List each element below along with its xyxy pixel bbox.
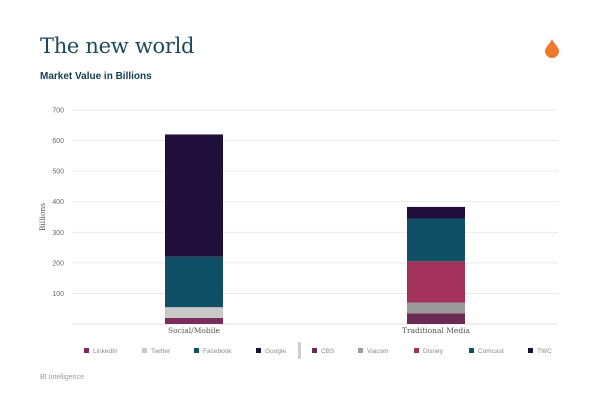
y-tick-label: 100	[52, 291, 64, 298]
bar-segment-disney	[407, 261, 465, 303]
legend-swatch	[142, 348, 147, 353]
legend-swatch	[414, 348, 419, 353]
y-tick-label: 200	[52, 260, 64, 267]
y-tick-label: 600	[52, 138, 64, 145]
bar-segment-cbs	[407, 313, 465, 324]
legend-label: Comcast	[478, 348, 504, 355]
bar-segment-google	[165, 134, 223, 257]
y-tick-label: 300	[52, 230, 64, 237]
y-tick-label: 400	[52, 199, 64, 206]
bar-segment-twitter	[165, 307, 223, 318]
legend-label: Twitter	[151, 348, 171, 355]
bar-segment-linkedin	[165, 317, 223, 324]
legend-swatch	[312, 348, 317, 353]
legend-label: Google	[265, 348, 286, 355]
x-tick-label: Social/Mobile	[168, 326, 220, 335]
chart-subtitle: Market Value in Billions	[40, 71, 152, 82]
legend-swatch	[256, 348, 261, 353]
x-tick-label: Traditional Media	[402, 326, 471, 335]
drop-icon	[545, 39, 559, 58]
bar-segment-comcast	[407, 218, 465, 262]
legend-label: LinkedIn	[93, 348, 118, 355]
legend-divider	[298, 342, 301, 359]
legend-label: Viacom	[367, 348, 389, 355]
page-title: The new world	[40, 34, 195, 58]
bar-segment-viacom	[407, 302, 465, 314]
legend-swatch	[358, 348, 363, 353]
y-tick-label: 500	[52, 169, 64, 176]
legend-label: TWC	[537, 348, 552, 355]
legend-label: Facebook	[203, 348, 232, 355]
source-footer: BI Intelligence	[40, 374, 84, 381]
bar-segment-twc	[407, 206, 465, 219]
legend-swatch	[528, 348, 533, 353]
legend-swatch	[194, 348, 199, 353]
legend-swatch	[84, 348, 89, 353]
legend-swatch	[469, 348, 474, 353]
bar-segment-facebook	[165, 256, 223, 308]
legend-label: CBS	[321, 348, 335, 355]
y-tick-label: 700	[52, 108, 64, 115]
legend-label: Disney	[423, 348, 444, 355]
y-axis-label: Billions	[38, 203, 47, 231]
